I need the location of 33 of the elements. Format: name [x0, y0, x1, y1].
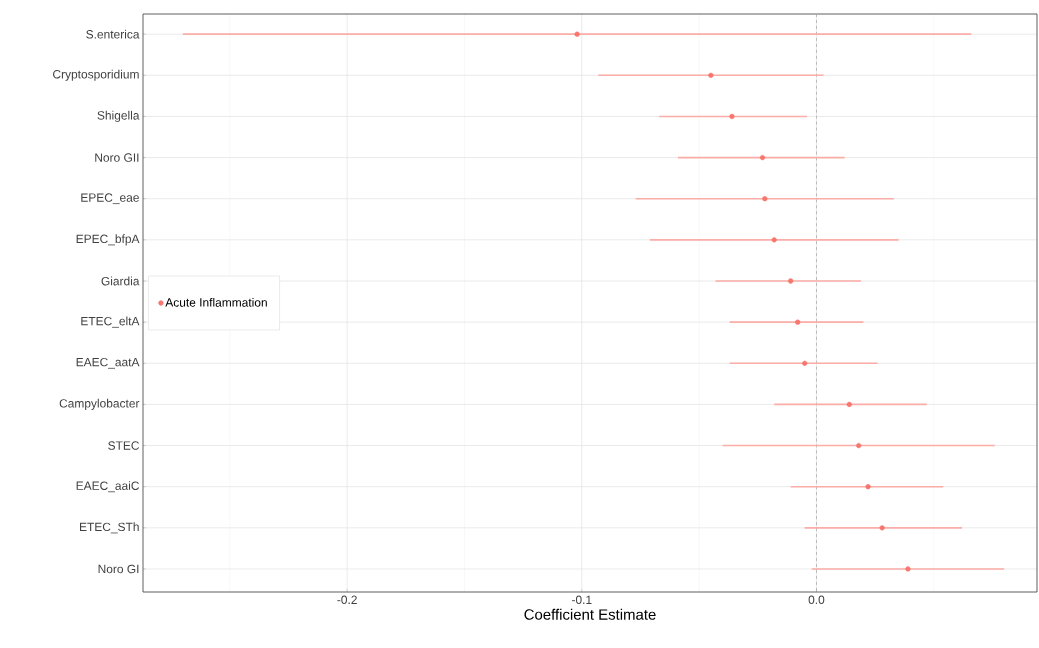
point — [708, 72, 714, 78]
point — [879, 525, 885, 531]
y-tick-label: EPEC_bfpA — [76, 234, 140, 246]
x-axis-title: Coefficient Estimate — [524, 608, 656, 620]
y-tick-label: Noro GI — [98, 564, 139, 574]
point — [759, 154, 766, 161]
y-tick-label: ETEC_STh — [80, 522, 139, 534]
y-tick-label: Cryptosporidium — [53, 69, 139, 81]
y-tick-label: Shigella — [97, 110, 140, 123]
y-tick-label: EPEC_eae — [81, 193, 139, 205]
point — [865, 484, 871, 490]
legend-label: Acute Inflammation — [165, 297, 267, 307]
x-tick-label: -0.1 — [572, 595, 592, 604]
x-tick-label: 0.0 — [808, 595, 825, 604]
y-tick-label: S.enterica — [86, 29, 140, 39]
y-tick-label: Campylobacter — [59, 398, 140, 410]
y-tick-label: EAEC_aatA — [76, 357, 140, 369]
point — [788, 278, 794, 284]
y-tick-label: Giardia — [101, 276, 140, 286]
point — [795, 319, 801, 325]
point — [802, 360, 808, 366]
point — [729, 113, 735, 120]
y-tick-label: STEC — [108, 441, 140, 450]
point — [574, 31, 580, 37]
y-tick-label: Noro GII — [95, 153, 139, 162]
x-tick-label: -0.2 — [337, 595, 357, 604]
point — [856, 442, 862, 449]
point — [771, 237, 777, 243]
point — [846, 401, 852, 407]
point — [762, 196, 768, 202]
y-tick-label: EAEC_aaiC — [76, 481, 140, 493]
point — [905, 566, 911, 572]
y-tick-label: ETEC_eltA — [81, 316, 140, 328]
